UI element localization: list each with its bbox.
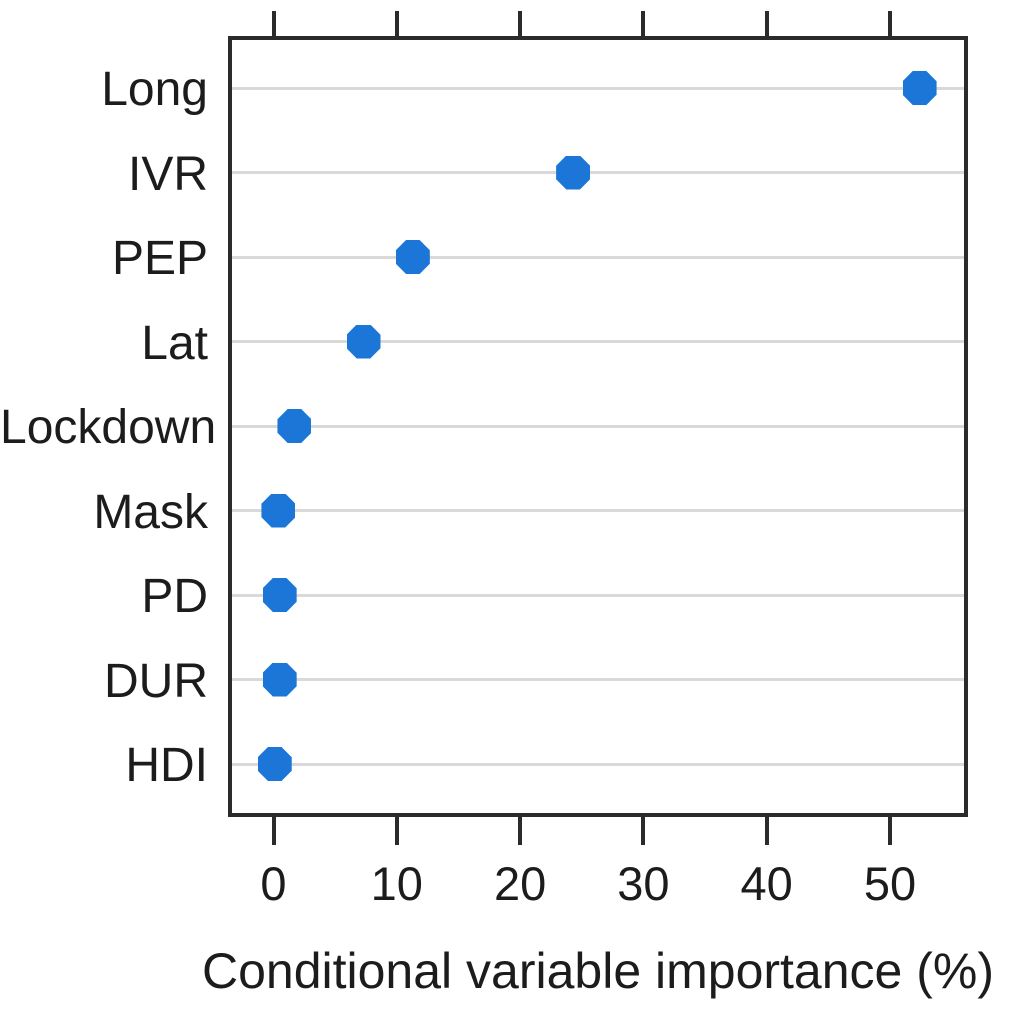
x-tick-label: 40	[740, 857, 793, 910]
category-label-dur: DUR	[104, 654, 208, 708]
category-gridline	[232, 171, 964, 174]
category-gridline	[232, 509, 964, 512]
category-label-mask: Mask	[93, 485, 208, 539]
category-label-ivr: IVR	[127, 147, 208, 201]
x-axis-top-tick	[764, 11, 769, 37]
x-axis-top-tick	[641, 11, 646, 37]
category-gridline	[232, 593, 964, 597]
data-point-dur	[262, 662, 297, 697]
category-gridline	[232, 340, 964, 343]
data-point-pd	[262, 578, 297, 612]
x-axis-bottom-tick	[888, 817, 892, 845]
data-point-ivr	[556, 155, 591, 190]
category-gridline	[232, 762, 964, 766]
x-tick-label: 10	[370, 857, 423, 910]
data-point-long	[902, 71, 937, 105]
category-label-long: Long	[101, 63, 208, 116]
category-gridline	[232, 424, 964, 428]
x-axis-bottom-tick	[764, 817, 769, 845]
category-label-pep: PEP	[111, 232, 208, 285]
x-tick-label: 0	[260, 857, 287, 910]
x-axis-top-tick	[394, 11, 399, 37]
x-axis-bottom-tick	[518, 817, 523, 845]
category-gridline	[232, 678, 964, 681]
x-tick-label: 20	[493, 857, 547, 910]
data-point-hdi	[257, 747, 292, 781]
category-label-pd: PD	[141, 570, 208, 623]
category-label-lockdown: Lockdown	[0, 401, 217, 454]
x-axis-top-tick	[518, 11, 523, 37]
data-point-lockdown	[277, 409, 312, 443]
category-label-lat: Lat	[141, 316, 208, 370]
x-axis-top-tick	[271, 11, 276, 37]
x-axis-bottom-tick	[641, 817, 646, 845]
x-axis-bottom-tick	[394, 817, 399, 845]
category-gridline	[232, 86, 964, 90]
x-tick-label: 30	[617, 857, 670, 910]
x-axis-top-tick	[888, 11, 892, 37]
data-point-pep	[395, 240, 430, 274]
x-axis-title: Conditional variable importance (%)	[201, 943, 995, 999]
category-gridline	[232, 255, 964, 259]
category-label-hdi: HDI	[125, 739, 208, 792]
data-point-mask	[261, 493, 296, 528]
x-axis-bottom-tick	[271, 817, 276, 845]
x-tick-label: 50	[863, 857, 917, 910]
data-point-lat	[346, 324, 381, 359]
